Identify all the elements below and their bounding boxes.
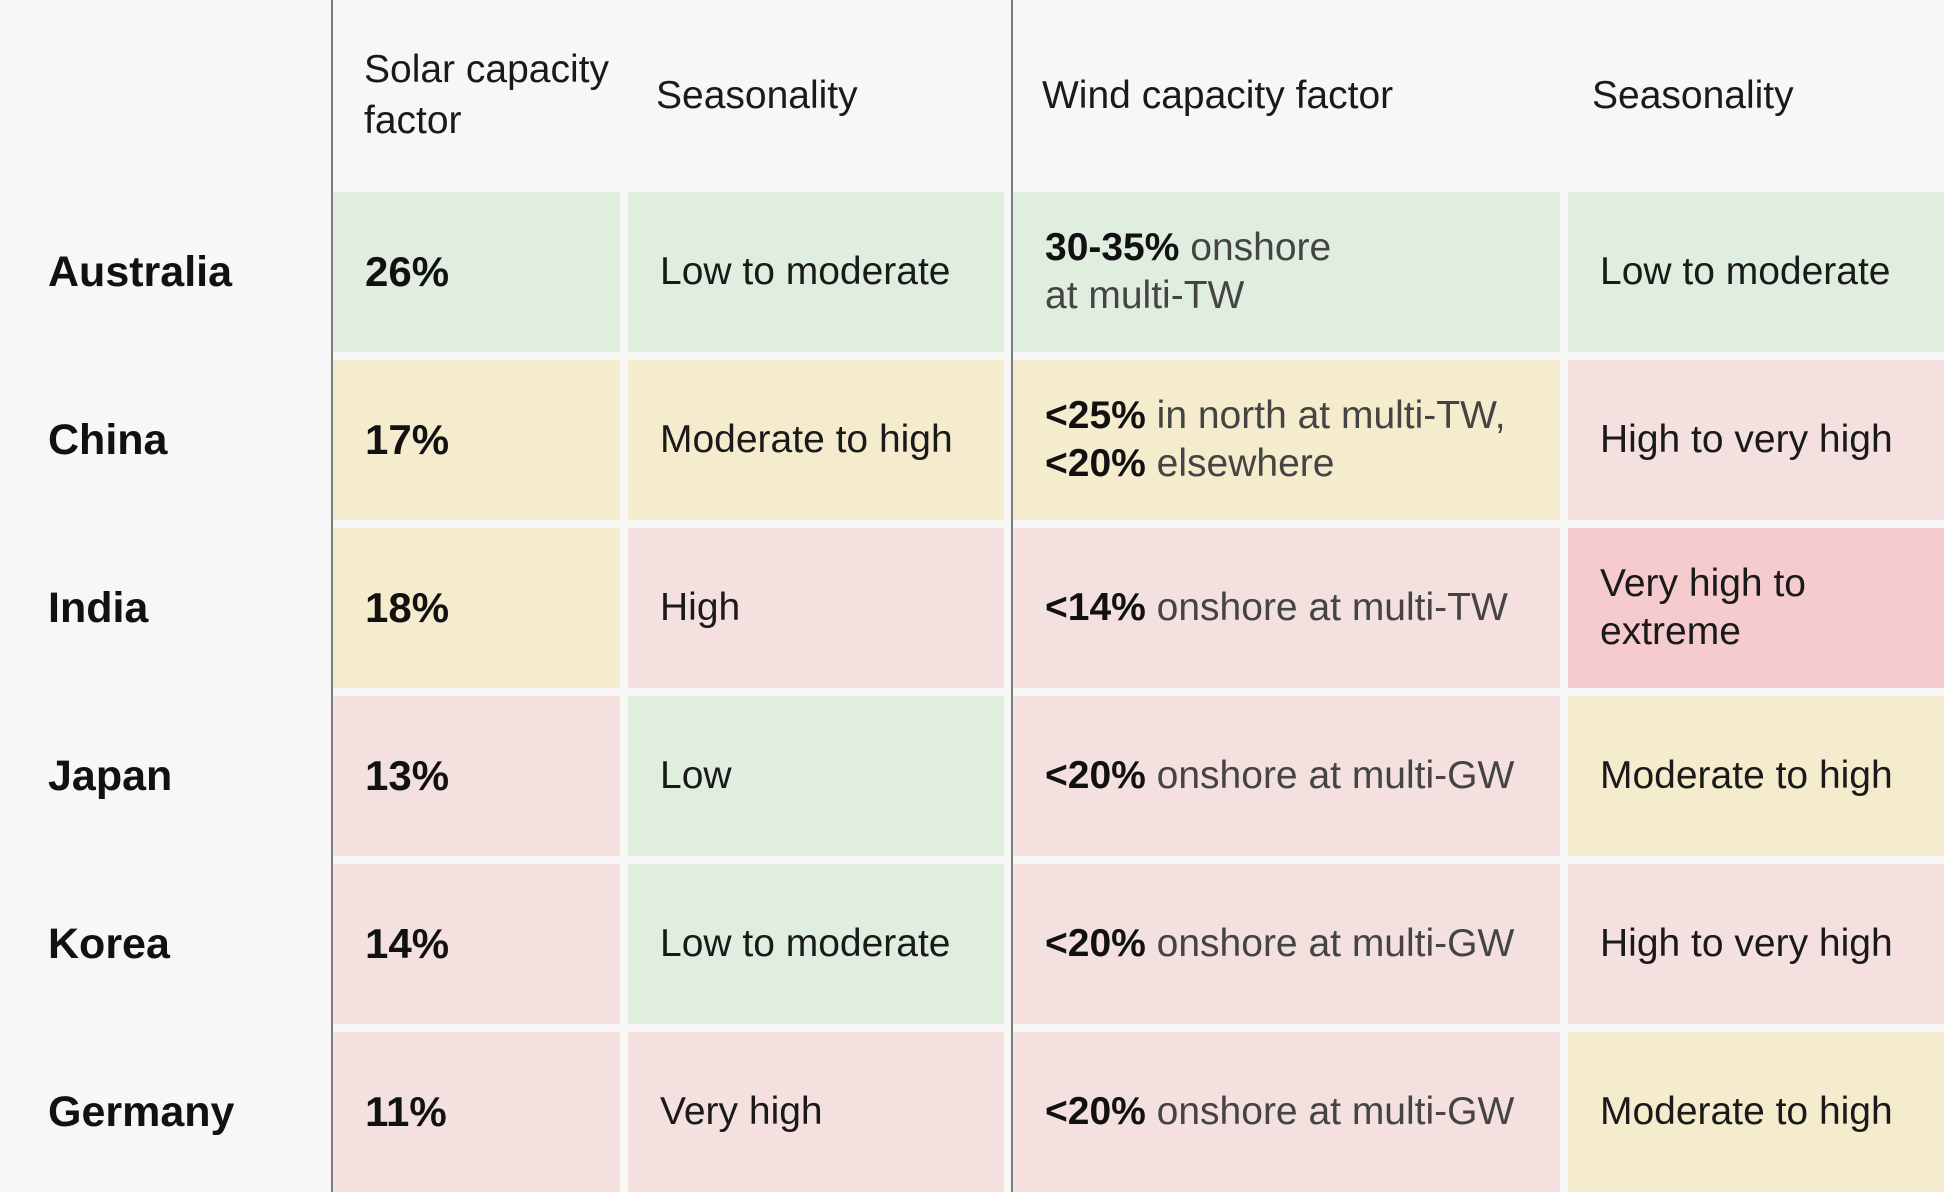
solar-cf-cell: 11% [333,1032,620,1192]
wind-cf-cell: <20% onshore at multi-GW [1013,1032,1560,1192]
wind-cf-detail: onshore at multi-TW [1145,586,1508,629]
country-label: China [48,415,168,464]
header-wind-capacity-factor: Wind capacity factor [1042,73,1394,117]
solar-seasonality-cell: High [628,528,1004,688]
wind-cf-value: <20% [1045,442,1146,485]
wind-cf-detail: onshore at multi-GW [1145,922,1515,965]
wind-cf-value: <25% [1045,394,1146,437]
country-label: Japan [48,751,173,800]
wind-seasonality-cell: Moderate to high [1568,696,1944,856]
solar-seasonality-cell: Very high [628,1032,1004,1192]
wind-seasonality-cell: Moderate to high [1568,1032,1944,1192]
solar-cf-cell: 13% [333,696,620,856]
wind-cf-cell: <20% onshore at multi-GW [1013,864,1560,1024]
wind-seasonality-cell: High to very high [1568,864,1944,1024]
wind-cf-cell: <25% in north at multi-TW, <20% elsewher… [1013,360,1560,520]
solar-seasonality-cell: Low [628,696,1004,856]
wind-cf-detail: at multi-TW [1045,274,1245,317]
wind-seasonality-cell: Very high to extreme [1568,528,1944,688]
wind-cf-value: <20% [1045,754,1146,797]
header-wind-seasonality: Seasonality [1592,73,1794,117]
country-label: India [48,583,149,632]
country-label: Korea [48,919,170,968]
country-label: Germany [48,1087,235,1136]
wind-cf-value: <20% [1045,922,1146,965]
header-solar-seasonality: Seasonality [656,73,858,117]
wind-cf-value: <14% [1045,586,1146,629]
divider-line-left [331,0,333,1192]
solar-cf-cell: 14% [333,864,620,1024]
wind-seasonality-cell: Low to moderate [1568,192,1944,352]
divider-line-middle [1011,0,1013,1192]
wind-cf-detail: in north at multi-TW, [1145,394,1506,437]
wind-cf-value: <20% [1045,1090,1146,1133]
header-solar-capacity-factor: Solar capacity factor [364,48,609,142]
solar-cf-cell: 17% [333,360,620,520]
wind-cf-cell: <20% onshore at multi-GW [1013,696,1560,856]
wind-cf-value: 30-35% [1045,226,1180,269]
wind-cf-detail: onshore [1179,226,1332,269]
wind-cf-detail: elsewhere [1145,442,1335,485]
solar-cf-cell: 26% [333,192,620,352]
wind-seasonality-cell: High to very high [1568,360,1944,520]
wind-cf-cell: <14% onshore at multi-TW [1013,528,1560,688]
solar-cf-cell: 18% [333,528,620,688]
country-label: Australia [48,247,233,296]
solar-seasonality-cell: Low to moderate [628,192,1004,352]
wind-cf-detail: onshore at multi-GW [1145,1090,1515,1133]
wind-cf-detail: onshore at multi-GW [1145,754,1515,797]
solar-seasonality-cell: Low to moderate [628,864,1004,1024]
solar-seasonality-cell: Moderate to high [628,360,1004,520]
wind-cf-cell: 30-35% onshore at multi-TW [1013,192,1560,352]
